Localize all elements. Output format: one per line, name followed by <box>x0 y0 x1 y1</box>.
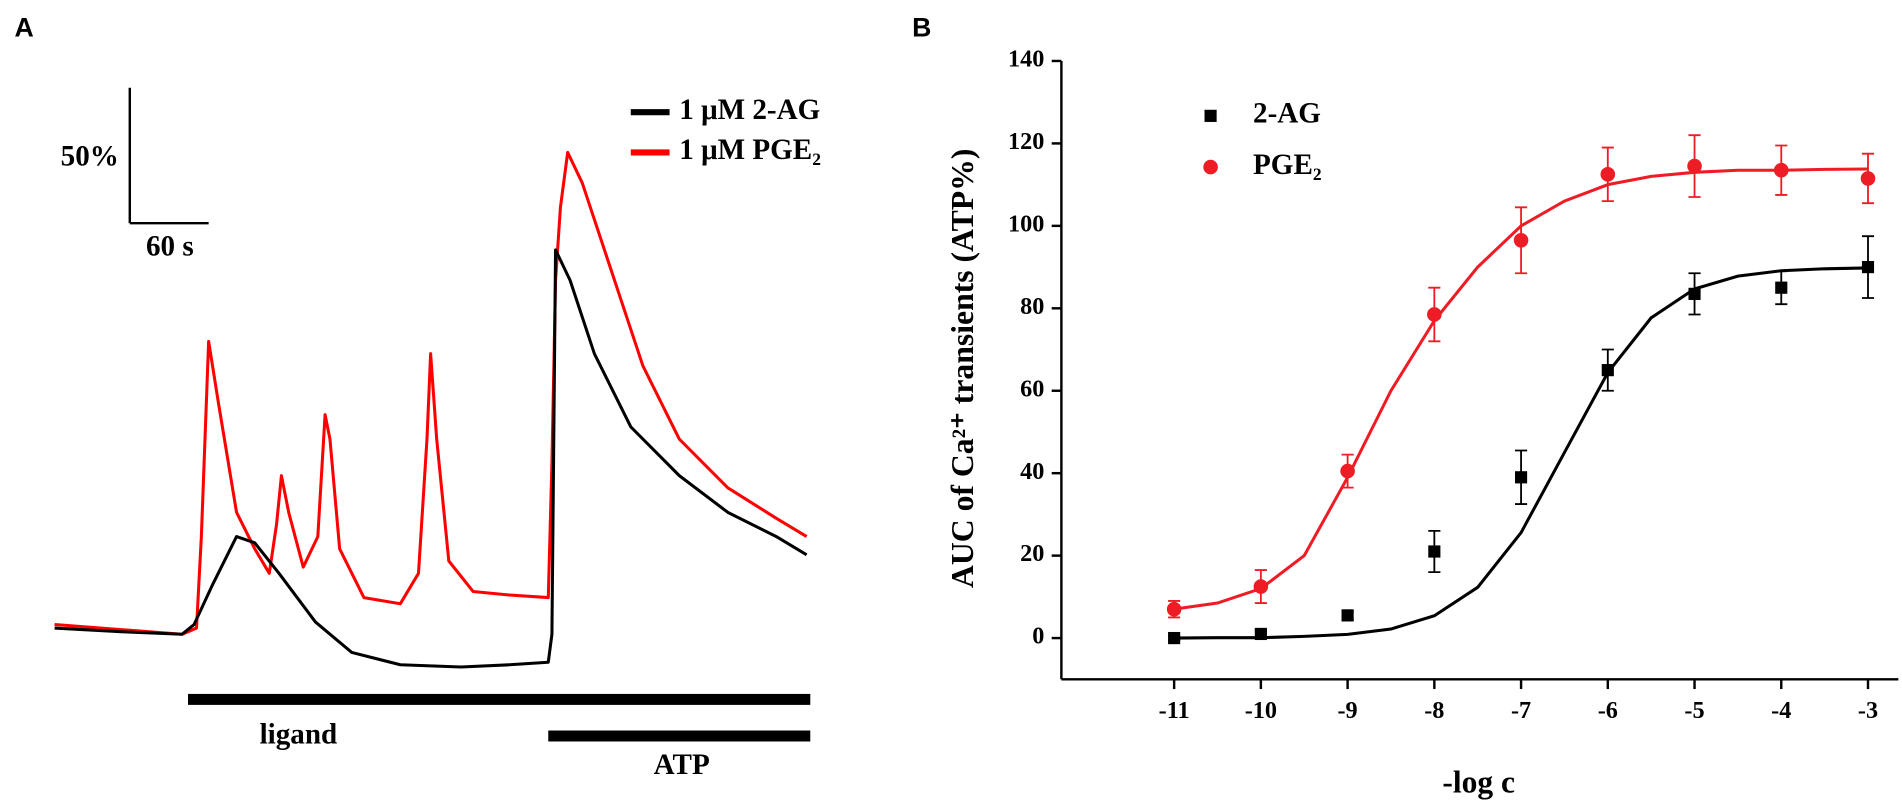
point <box>1773 162 1789 178</box>
point <box>1428 545 1441 558</box>
trace <box>54 150 808 636</box>
legend-label: 2-AG <box>1253 98 1321 130</box>
legend-label: 1 μM 2-AG <box>679 94 820 126</box>
y-axis-title: AUC of Ca²⁺ transients (ATP%) <box>945 149 980 588</box>
legend-marker <box>1204 109 1217 122</box>
x-tick-label: -10 <box>1245 697 1277 724</box>
y-tick-label: 80 <box>1020 293 1044 320</box>
y-tick-label: 60 <box>1020 375 1044 402</box>
point <box>1253 579 1269 594</box>
point <box>1168 631 1181 645</box>
x-tick-label: -8 <box>1424 697 1444 724</box>
point <box>1515 471 1528 484</box>
scale-label: 60 s <box>146 230 194 262</box>
point <box>1427 307 1442 322</box>
panel-label: A <box>15 12 34 42</box>
point <box>1601 364 1614 377</box>
x-tick-label: -9 <box>1337 697 1357 724</box>
point <box>1688 287 1701 300</box>
legend-marker <box>1203 159 1218 175</box>
x-tick-label: -6 <box>1598 697 1618 724</box>
x-tick-label: -11 <box>1159 697 1190 724</box>
y-tick-label: 20 <box>1020 540 1044 567</box>
point <box>1166 601 1182 617</box>
bar-label: ATP <box>654 749 710 781</box>
point <box>1861 260 1875 274</box>
y-tick-label: 120 <box>1008 128 1044 155</box>
point <box>1775 281 1788 294</box>
x-tick-label: -5 <box>1684 697 1704 724</box>
x-tick-label: -4 <box>1771 697 1791 724</box>
y-tick-label: 40 <box>1020 458 1044 485</box>
point <box>1860 171 1876 186</box>
point <box>1340 463 1355 479</box>
ligand-bar <box>188 693 811 705</box>
legend-label: PGE₂ <box>1253 149 1322 181</box>
fit-curve <box>1174 266 1869 640</box>
x-tick-label: -3 <box>1858 697 1878 724</box>
scale-label: 50% <box>61 140 119 172</box>
trace <box>54 248 808 669</box>
x-tick-label: -7 <box>1511 697 1531 724</box>
legend-label: 1 μM PGE₂ <box>679 134 821 166</box>
y-tick-label: 140 <box>1008 46 1044 73</box>
point <box>1513 232 1529 248</box>
y-tick-label: 0 <box>1032 623 1044 650</box>
x-axis-title: -log c <box>1442 765 1515 800</box>
point <box>1341 609 1354 622</box>
point <box>1600 167 1616 182</box>
panel-label: B <box>912 12 931 42</box>
bar-label: ligand <box>260 718 338 750</box>
point <box>1687 158 1702 174</box>
atp-bar <box>548 730 811 742</box>
y-tick-label: 100 <box>1008 210 1044 237</box>
point <box>1254 627 1267 641</box>
